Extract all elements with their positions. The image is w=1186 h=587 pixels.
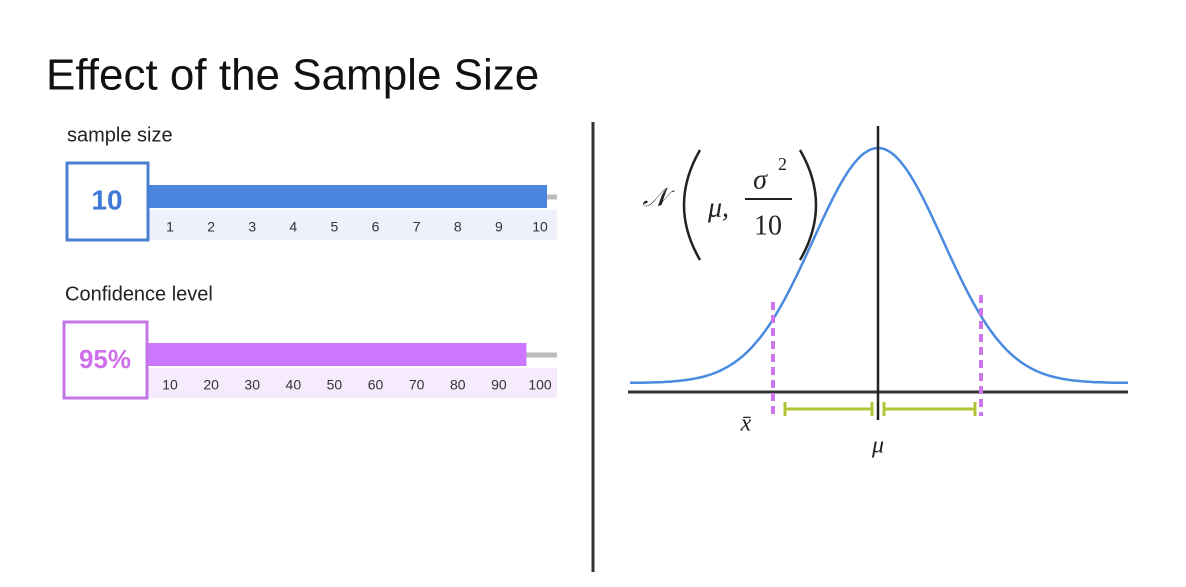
axis-label: μ	[871, 433, 884, 459]
slider-label: sample size	[67, 124, 173, 146]
tick-label: 3	[248, 219, 256, 235]
tick-label: 9	[495, 219, 503, 235]
tick-label: 8	[454, 219, 462, 235]
slider-label: Confidence level	[65, 283, 213, 305]
tick-label: 5	[331, 219, 339, 235]
formula-power: 2	[778, 154, 787, 174]
tick-label: 6	[372, 219, 380, 235]
slider-fill	[147, 343, 527, 366]
formula-mean: μ,	[707, 192, 729, 223]
tick-label: 2	[207, 219, 215, 235]
slider-value: 10	[91, 184, 122, 215]
tick-label: 60	[368, 377, 384, 393]
tick-label: 30	[244, 377, 260, 393]
tick-label: 50	[327, 377, 343, 393]
confidence-interval	[783, 402, 977, 416]
formula-dist: 𝒩	[643, 183, 676, 212]
axis-label: x̄	[740, 411, 752, 437]
paren	[682, 149, 702, 261]
value-box[interactable]	[62, 320, 149, 400]
paren	[798, 149, 818, 261]
tick-label: 40	[286, 377, 302, 393]
tick-label: 80	[450, 377, 466, 393]
tick-label: 70	[409, 377, 425, 393]
tick-label: 7	[413, 219, 421, 235]
tick-row	[147, 368, 557, 398]
tick-row	[148, 210, 557, 240]
tick-label: 4	[289, 219, 297, 235]
slider-fill	[148, 185, 547, 208]
formula-denominator: 10	[754, 210, 782, 241]
formula-variance: σ	[753, 164, 768, 195]
value-box[interactable]	[65, 161, 150, 242]
tick-label: 90	[491, 377, 507, 393]
slider-value: 95%	[79, 344, 131, 374]
tick-label: 100	[528, 377, 552, 393]
title: Effect of the Sample Size	[46, 51, 539, 100]
tick-label: 10	[162, 377, 178, 393]
tick-label: 20	[203, 377, 219, 393]
tick-label: 10	[532, 219, 548, 235]
tick-label: 1	[166, 219, 174, 235]
